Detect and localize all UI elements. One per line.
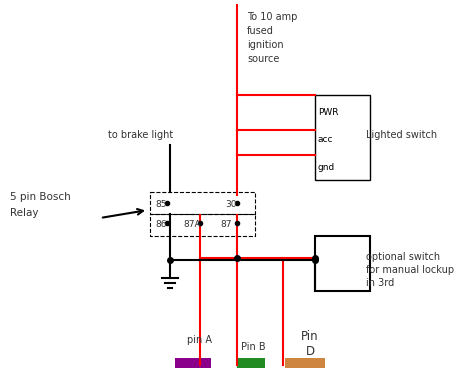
Text: in 3rd: in 3rd	[366, 278, 394, 288]
Text: for manual lockup: for manual lockup	[366, 265, 454, 275]
Bar	[150, 192, 255, 214]
Text: D: D	[305, 345, 315, 358]
Text: gnd: gnd	[318, 163, 335, 172]
Text: source: source	[247, 54, 279, 64]
Bar	[285, 358, 325, 368]
Text: Relay: Relay	[10, 208, 38, 218]
Text: ignition: ignition	[247, 40, 283, 50]
Bar	[237, 358, 265, 368]
Bar	[150, 214, 255, 236]
Text: acc: acc	[318, 135, 334, 144]
Bar	[315, 236, 370, 291]
Bar	[175, 358, 211, 368]
Bar	[315, 95, 370, 180]
Text: Pin: Pin	[301, 330, 319, 343]
Text: 86: 86	[155, 220, 166, 229]
Text: pin A: pin A	[188, 335, 212, 345]
Text: 87A: 87A	[183, 220, 201, 229]
Text: fused: fused	[247, 26, 274, 36]
Text: Pin B: Pin B	[241, 342, 265, 352]
Text: optional switch: optional switch	[366, 252, 440, 262]
Text: To 10 amp: To 10 amp	[247, 12, 297, 22]
Text: 30: 30	[225, 200, 237, 209]
Text: PWR: PWR	[318, 108, 338, 117]
Text: to brake light: to brake light	[108, 130, 173, 140]
Text: Lighted switch: Lighted switch	[366, 130, 437, 140]
Text: 85: 85	[155, 200, 166, 209]
Text: 87: 87	[220, 220, 231, 229]
Text: 5 pin Bosch: 5 pin Bosch	[10, 192, 71, 202]
